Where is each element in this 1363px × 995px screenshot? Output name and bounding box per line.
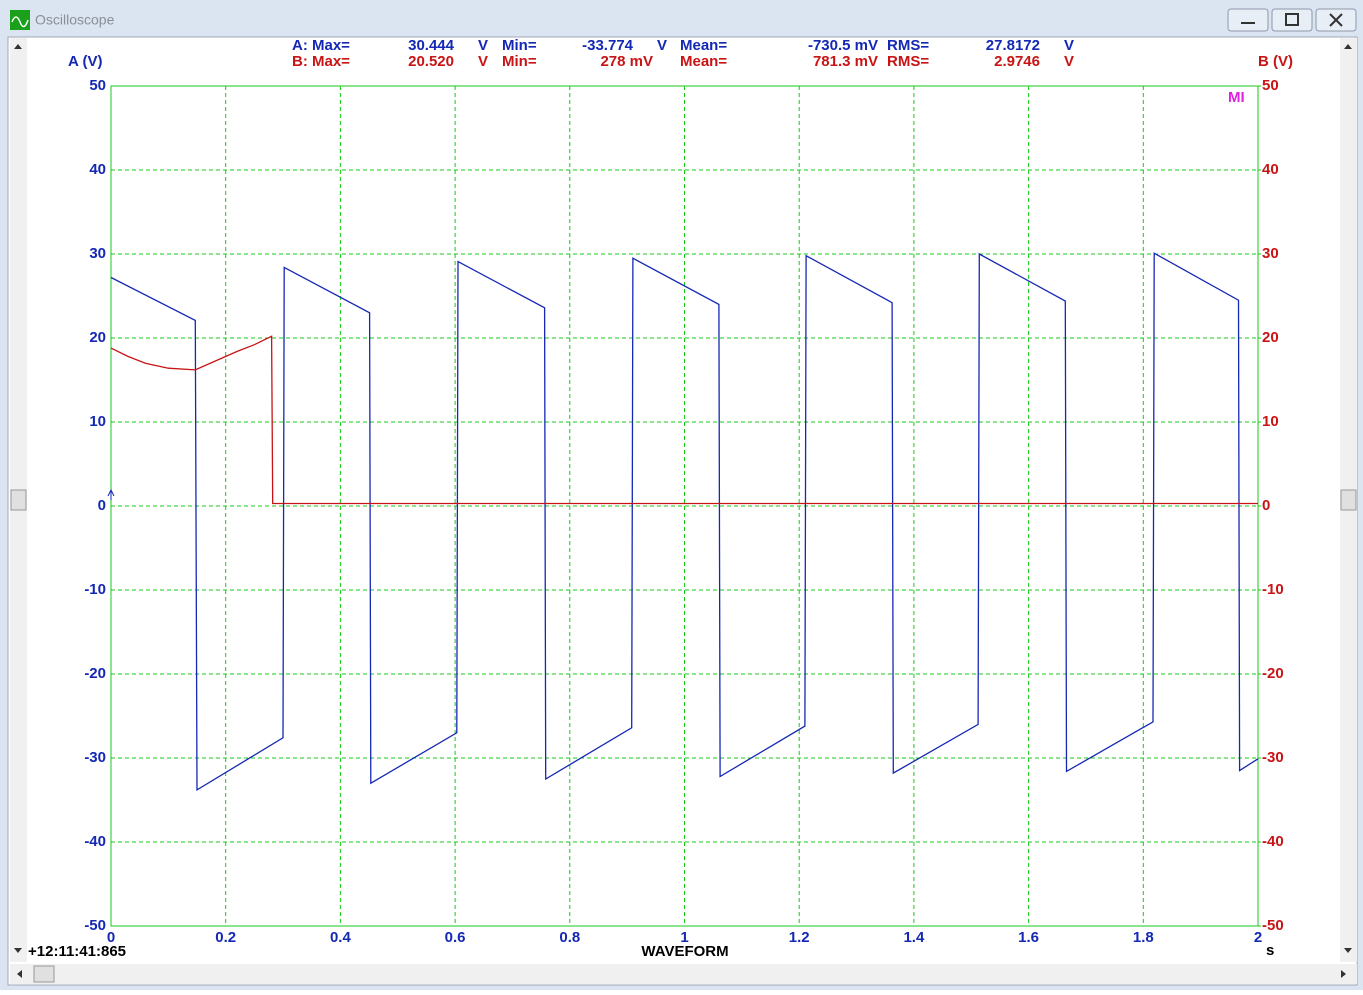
stat-text: -730.5 mV bbox=[808, 37, 878, 54]
stat-text: Mean= bbox=[680, 53, 727, 70]
y2-tick-label: 20 bbox=[1262, 329, 1279, 346]
y2-tick-label: -40 bbox=[1262, 833, 1284, 850]
window-title: Oscilloscope bbox=[35, 12, 115, 28]
x-tick-label: 1.6 bbox=[1018, 929, 1039, 946]
stat-text: RMS= bbox=[887, 37, 929, 54]
x-unit: s bbox=[1266, 942, 1274, 959]
stat-text: 30.444 bbox=[408, 37, 455, 54]
y-tick-label: -40 bbox=[84, 833, 106, 850]
y-tick-label: -20 bbox=[84, 665, 106, 682]
y-tick-label: 0 bbox=[98, 497, 106, 514]
y2-tick-label: 0 bbox=[1262, 497, 1270, 514]
y-tick-label: -30 bbox=[84, 749, 106, 766]
stat-text: V bbox=[478, 53, 488, 70]
y-tick-label: 10 bbox=[89, 413, 106, 430]
y-tick-label: 50 bbox=[89, 77, 106, 94]
marker-label: MI bbox=[1228, 89, 1245, 106]
series-line bbox=[110, 335, 1258, 505]
minimize-button[interactable] bbox=[1227, 8, 1269, 32]
y2-tick-label: 30 bbox=[1262, 245, 1279, 262]
stat-text: B: Max= bbox=[292, 53, 350, 70]
stat-text: V bbox=[657, 37, 667, 54]
y-tick-label: 30 bbox=[89, 245, 106, 262]
stat-text: 20.520 bbox=[408, 53, 454, 70]
timestamp: +12:11:41:865 bbox=[28, 943, 126, 960]
y2-tick-label: -20 bbox=[1262, 665, 1284, 682]
bottom-scroll-thumb[interactable] bbox=[33, 965, 55, 983]
series-line bbox=[110, 252, 1259, 792]
x-tick-label: 1 bbox=[680, 929, 688, 946]
stat-text: RMS= bbox=[887, 53, 929, 70]
y-tick-label: 40 bbox=[89, 161, 106, 178]
left-scroll-thumb[interactable] bbox=[10, 489, 27, 511]
x-tick-label: 0 bbox=[107, 929, 115, 946]
y-axis-label: A (V) bbox=[68, 53, 102, 70]
stat-text: V bbox=[1064, 37, 1074, 54]
x-tick-label: 0.6 bbox=[445, 929, 466, 946]
maximize-button[interactable] bbox=[1271, 8, 1313, 32]
y2-tick-label: -30 bbox=[1262, 749, 1284, 766]
y2-tick-label: -10 bbox=[1262, 581, 1284, 598]
stat-text: 27.8172 bbox=[986, 37, 1040, 54]
window-buttons[interactable] bbox=[1227, 8, 1357, 32]
stat-text: A: Max= bbox=[292, 37, 350, 54]
y-tick-label: 20 bbox=[89, 329, 106, 346]
stat-text: -33.774 bbox=[582, 37, 634, 54]
stat-text: Mean= bbox=[680, 37, 727, 54]
x-tick-label: 0.2 bbox=[215, 929, 236, 946]
trigger-marker bbox=[107, 488, 115, 500]
x-axis-label: WAVEFORM bbox=[641, 943, 728, 960]
stat-text: V bbox=[1064, 53, 1074, 70]
x-tick-label: 0.8 bbox=[559, 929, 580, 946]
y-tick-label: -50 bbox=[84, 917, 106, 934]
y2-tick-label: 40 bbox=[1262, 161, 1279, 178]
stat-text: 2.9746 bbox=[994, 53, 1040, 70]
y2-axis-label: B (V) bbox=[1258, 53, 1293, 70]
x-tick-label: 1.4 bbox=[903, 929, 925, 946]
client-area bbox=[7, 36, 1358, 986]
y2-tick-label: 10 bbox=[1262, 413, 1279, 430]
right-scroll-thumb[interactable] bbox=[1340, 489, 1357, 511]
stat-text: Min= bbox=[502, 53, 537, 70]
y2-tick-label: 50 bbox=[1262, 77, 1279, 94]
x-tick-label: 2 bbox=[1254, 929, 1262, 946]
stat-text: 278 mV bbox=[600, 53, 653, 70]
stat-text: V bbox=[478, 37, 488, 54]
y2-tick-label: -50 bbox=[1262, 917, 1284, 934]
x-tick-label: 0.4 bbox=[330, 929, 352, 946]
stat-text: Min= bbox=[502, 37, 537, 54]
x-tick-label: 1.2 bbox=[789, 929, 810, 946]
bottom-scrollbar[interactable] bbox=[10, 964, 1357, 984]
y-tick-label: -10 bbox=[84, 581, 106, 598]
x-tick-label: 1.8 bbox=[1133, 929, 1154, 946]
stat-text: 781.3 mV bbox=[813, 53, 878, 70]
